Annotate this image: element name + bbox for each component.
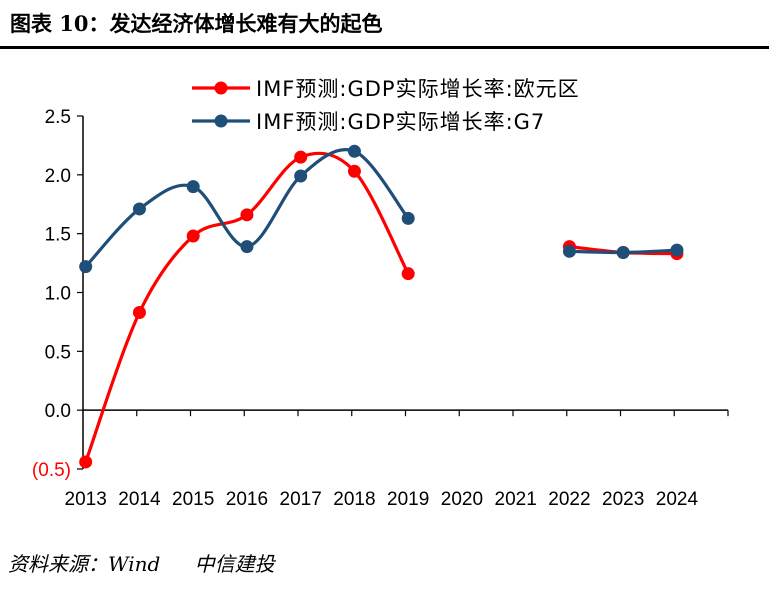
x-tick-label: 2018 [333, 489, 375, 510]
source-note: 资料来源：Wind 中信建投 [8, 548, 303, 577]
data-point [616, 245, 630, 259]
y-tick-label: 0.0 [45, 401, 71, 422]
legend-label: IMF预测:GDP实际增长率:G7 [256, 110, 545, 134]
data-point [401, 211, 415, 225]
x-tick-label: 2015 [172, 489, 214, 510]
line-chart: (0.5) 0.0 0.5 1.0 1.5 2.0 2.5 2013 2014 2015 2016 2… [32, 77, 729, 510]
data-point [294, 169, 308, 183]
x-tick-label: 2023 [602, 489, 644, 510]
series-1 [79, 144, 684, 274]
data-point [347, 164, 361, 178]
data-point [132, 202, 146, 216]
y-tick-label: 2.5 [45, 107, 71, 128]
data-point [240, 240, 254, 254]
y-tick-label: 0.5 [45, 342, 71, 363]
data-point [186, 229, 200, 243]
title-underline [0, 46, 769, 49]
data-point [79, 455, 93, 469]
x-tick-label: 2014 [118, 489, 161, 510]
y-tick-label: (0.5) [32, 460, 71, 481]
x-tick-label: 2020 [441, 489, 483, 510]
legend-marker [214, 81, 228, 95]
y-tick-label: 1.0 [45, 284, 71, 305]
x-tick-label: 2024 [656, 489, 699, 510]
data-point [294, 150, 308, 164]
x-tick-label: 2017 [280, 489, 322, 510]
data-point [132, 306, 146, 320]
data-point [670, 243, 684, 257]
x-tick-label: 2022 [548, 489, 590, 510]
series-0 [79, 150, 684, 469]
source-text: 资料来源：Wind [8, 552, 161, 576]
x-tick-label: 2021 [495, 489, 537, 510]
chart-axes: (0.5) 0.0 0.5 1.0 1.5 2.0 2.5 2013 2014 2015 2016 2… [32, 107, 729, 510]
y-tick-label: 1.5 [45, 225, 71, 246]
data-point [186, 180, 200, 194]
figure-title: 图表 10：发达经济体增长难有大的起色 [10, 11, 383, 36]
legend-marker [214, 114, 228, 128]
legend-label: IMF预测:GDP实际增长率:欧元区 [256, 77, 580, 101]
data-point [562, 244, 576, 258]
source-org: 中信建投 [194, 552, 275, 576]
series-line [84, 151, 410, 464]
x-tick-label: 2019 [387, 489, 429, 510]
data-point [240, 208, 254, 222]
data-point [347, 144, 361, 158]
data-point [79, 260, 93, 274]
chart-series [79, 144, 684, 469]
data-point [401, 267, 415, 281]
chart-legend: IMF预测:GDP实际增长率:欧元区 IMF预测:GDP实际增长率:G7 [192, 77, 580, 134]
x-tick-label: 2016 [226, 489, 268, 510]
x-tick-label: 2013 [65, 489, 107, 510]
y-tick-label: 2.0 [45, 166, 71, 187]
